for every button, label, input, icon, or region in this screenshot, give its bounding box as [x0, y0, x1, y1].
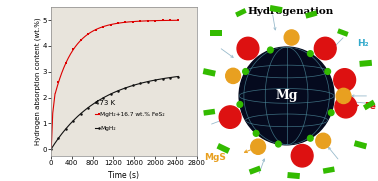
Text: Hydrogenation: Hydrogenation — [247, 7, 333, 16]
Y-axis label: Hydrogen absorption content (wt.%): Hydrogen absorption content (wt.%) — [34, 18, 41, 145]
Circle shape — [276, 141, 281, 147]
Circle shape — [253, 131, 259, 136]
Bar — [235, 8, 247, 17]
Text: 473 K: 473 K — [95, 100, 115, 106]
Circle shape — [284, 30, 299, 45]
Circle shape — [251, 139, 265, 154]
Bar — [270, 5, 283, 13]
Bar — [217, 143, 230, 154]
Circle shape — [243, 69, 248, 74]
Circle shape — [237, 102, 243, 107]
Bar — [359, 60, 372, 67]
Circle shape — [314, 37, 336, 60]
Bar — [249, 166, 261, 175]
Bar — [323, 167, 335, 174]
Bar — [363, 100, 375, 110]
Circle shape — [328, 110, 334, 115]
Bar — [210, 30, 222, 35]
Text: MgH₂+16.7 wt.% FeS₂: MgH₂+16.7 wt.% FeS₂ — [100, 112, 164, 117]
Text: H₂: H₂ — [357, 39, 369, 48]
Circle shape — [226, 68, 240, 83]
Text: Fe: Fe — [364, 102, 376, 111]
Text: Mg: Mg — [275, 89, 298, 102]
Bar — [354, 140, 367, 149]
Circle shape — [308, 135, 313, 141]
Bar — [203, 109, 215, 116]
Circle shape — [316, 133, 331, 148]
Circle shape — [219, 106, 241, 128]
Circle shape — [239, 47, 334, 145]
Circle shape — [268, 47, 273, 53]
Circle shape — [291, 144, 313, 167]
Bar — [287, 172, 300, 179]
Circle shape — [308, 51, 313, 56]
Text: MgH₂: MgH₂ — [100, 126, 116, 131]
Circle shape — [237, 37, 259, 60]
Bar — [305, 10, 318, 19]
X-axis label: Time (s): Time (s) — [108, 171, 139, 180]
Text: MgS: MgS — [204, 153, 226, 162]
Bar — [337, 28, 349, 37]
Circle shape — [334, 69, 356, 91]
Circle shape — [336, 88, 351, 104]
Circle shape — [335, 95, 357, 118]
Circle shape — [325, 69, 330, 74]
Bar — [203, 68, 216, 77]
